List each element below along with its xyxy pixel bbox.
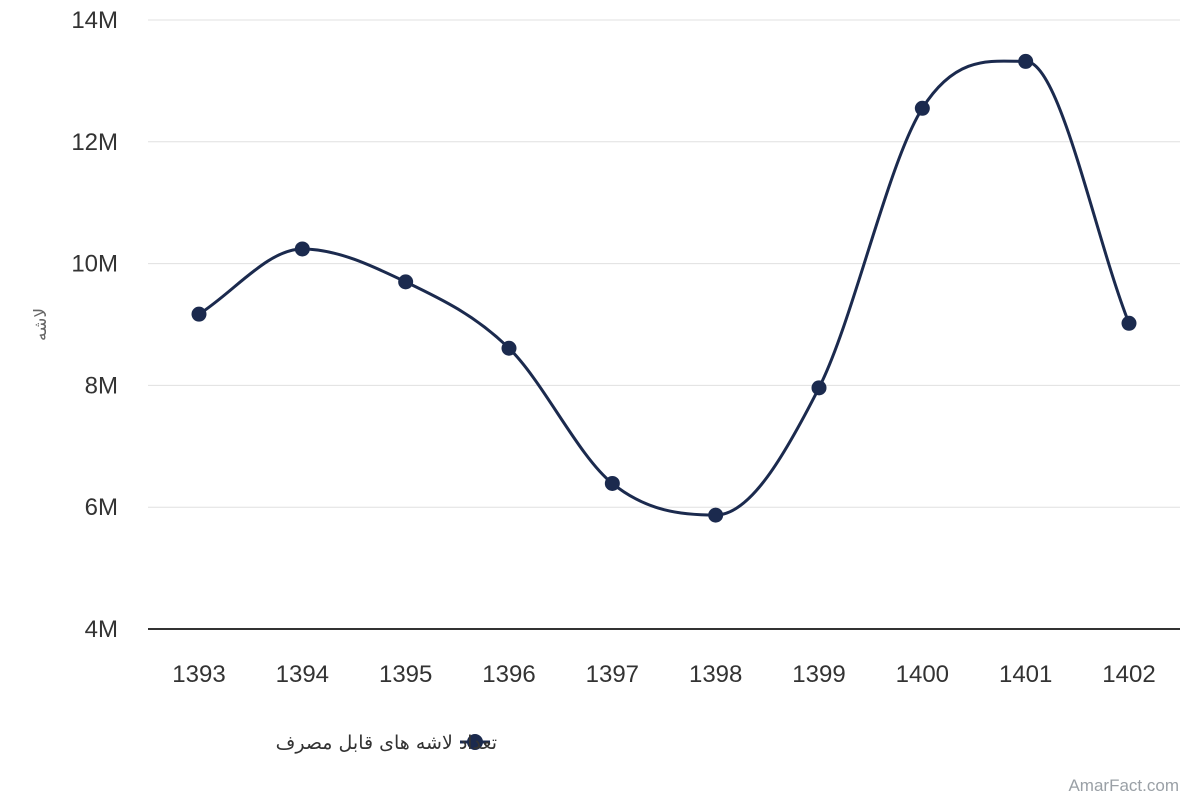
data-point[interactable] — [914, 100, 930, 116]
x-tick-label: 1396 — [482, 661, 535, 688]
series-layer — [191, 53, 1137, 523]
y-axis-tick-labels: 4M 6M 8M 10M 12M 14M — [71, 7, 118, 643]
y-tick-label: 14M — [71, 7, 118, 34]
x-axis-tick-labels: 1393 1394 1395 1396 1397 1398 1399 1400 1401 1402 — [172, 661, 1155, 688]
x-tick-label: 1395 — [379, 661, 432, 688]
data-point[interactable] — [294, 241, 310, 257]
legend[interactable]: تعداد لاشه های قابل مصرف — [276, 732, 497, 754]
y-tick-label: 12M — [71, 129, 118, 156]
y-tick-label: 6M — [85, 494, 118, 521]
data-point[interactable] — [708, 507, 724, 523]
data-point[interactable] — [604, 475, 620, 491]
gridlines — [148, 19, 1180, 508]
x-tick-label: 1401 — [999, 661, 1052, 688]
x-tick-label: 1402 — [1102, 661, 1155, 688]
x-tick-label: 1393 — [172, 661, 225, 688]
y-tick-label: 10M — [71, 251, 118, 278]
x-tick-label: 1398 — [689, 661, 742, 688]
data-point[interactable] — [398, 274, 414, 290]
y-axis-title: لاشه — [31, 308, 51, 341]
series-line — [198, 59, 1131, 517]
x-tick-label: 1397 — [586, 661, 639, 688]
y-tick-label: 4M — [85, 616, 118, 643]
data-point[interactable] — [1121, 315, 1137, 331]
data-point[interactable] — [501, 340, 517, 356]
y-tick-label: 8M — [85, 372, 118, 399]
data-point[interactable] — [191, 306, 207, 322]
data-point[interactable] — [1018, 53, 1034, 69]
x-tick-label: 1400 — [896, 661, 949, 688]
x-tick-label: 1394 — [276, 661, 329, 688]
legend-point-marker — [467, 734, 483, 750]
legend-series-label: تعداد لاشه های قابل مصرف — [276, 732, 497, 754]
x-tick-label: 1399 — [792, 661, 845, 688]
data-point[interactable] — [811, 380, 827, 396]
watermark: AmarFact.com — [1068, 776, 1179, 795]
